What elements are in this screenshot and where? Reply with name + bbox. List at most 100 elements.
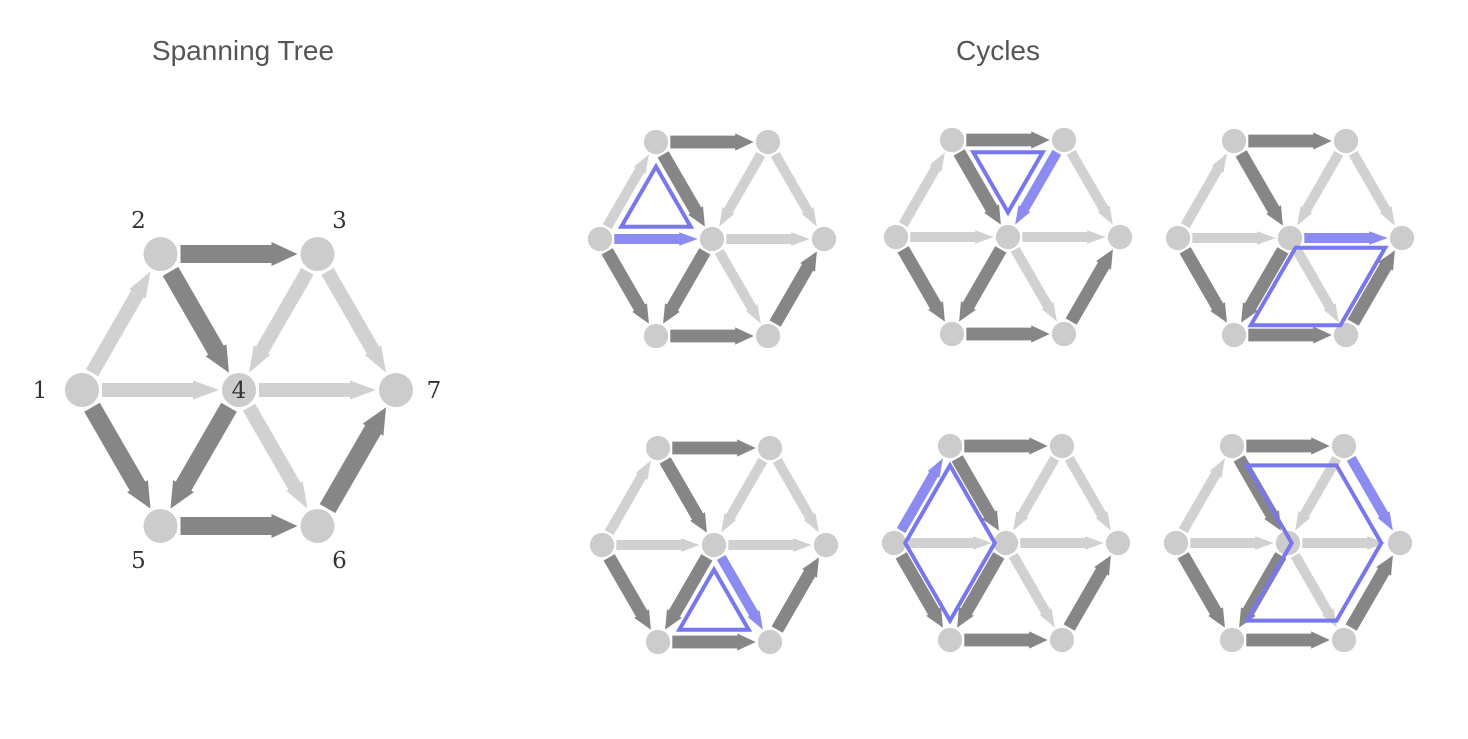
graph-node [1221, 322, 1247, 348]
tree-edge-arrow [959, 246, 1007, 322]
non-tree-edge-arrow [719, 151, 766, 227]
graph-node [143, 237, 178, 272]
chord-edge-arrow [614, 232, 698, 246]
tree-edge-arrow [966, 131, 1050, 149]
non-tree-edge-arrow [1295, 455, 1342, 531]
node-label: 4 [232, 378, 247, 404]
tree-edge-arrow [657, 151, 705, 227]
tree-edge-arrow [603, 554, 651, 630]
node-label: 2 [131, 208, 146, 234]
cycle-panels [587, 127, 1415, 655]
graph-node [699, 226, 725, 252]
non-tree-edge-arrow [1348, 150, 1395, 226]
graph-node [813, 532, 839, 558]
non-tree-edge-arrow [1190, 536, 1274, 550]
graph-node [811, 226, 837, 252]
tree-edge-arrow [957, 552, 1005, 628]
non-tree-edge-arrow [1178, 458, 1225, 534]
cycle-panel-3 [1165, 128, 1415, 348]
non-tree-edge-arrow [721, 457, 768, 533]
non-tree-edge-arrow [908, 536, 992, 550]
tree-edge-arrow [1177, 552, 1225, 628]
tree-edge-arrow [1248, 132, 1332, 150]
non-tree-edge-arrow [1192, 231, 1276, 245]
tree-edge-arrow [1246, 437, 1330, 455]
graph-node [1051, 321, 1077, 347]
node-label: 6 [332, 548, 347, 574]
tree-edge-arrow [1063, 555, 1111, 631]
tree-edge-arrow [1248, 326, 1332, 344]
non-tree-edge-arrow [85, 271, 151, 377]
non-tree-edge-arrow [1008, 552, 1055, 628]
tree-edge-arrow [771, 557, 819, 633]
cycle-outline [617, 162, 695, 229]
non-tree-edge-arrow [1064, 455, 1111, 531]
node-label: 1 [33, 378, 48, 404]
non-tree-edge-arrow [1302, 536, 1386, 550]
non-tree-edge-arrow [770, 151, 817, 227]
graph-node [65, 373, 99, 407]
spanning-tree-title: Spanning Tree [152, 35, 334, 66]
graph-node [300, 237, 335, 272]
graph-node [1221, 128, 1247, 154]
tree-edge-arrow [964, 437, 1048, 455]
cycle-outline [902, 461, 998, 625]
graph-node [143, 508, 178, 543]
tree-edge-arrow [1345, 555, 1393, 631]
tree-edge-arrow [951, 455, 999, 531]
graph-node [222, 373, 256, 407]
cycle-panel-4 [589, 435, 839, 655]
graph-node [993, 530, 1019, 556]
non-tree-edge-arrow [259, 380, 376, 400]
cycles-title: Cycles [956, 35, 1040, 66]
non-tree-edge-arrow [1020, 536, 1104, 550]
graph-node [300, 508, 335, 543]
graph-node [881, 530, 907, 556]
cycle-panel-5 [881, 433, 1131, 653]
graph-node [937, 433, 963, 459]
non-tree-edge-arrow [1292, 247, 1339, 323]
tree-edge-arrow [659, 457, 707, 533]
graph-node [645, 435, 671, 461]
tree-edge-arrow [1235, 150, 1283, 226]
spanning-tree-graph: 1 2 3 4 5 6 7 [33, 208, 442, 574]
graph-node [1277, 225, 1303, 251]
graph-node [643, 323, 669, 349]
graph-node [589, 532, 615, 558]
non-tree-edge-arrow [242, 403, 308, 509]
graph-node [1333, 128, 1359, 154]
graph-node [1107, 224, 1133, 250]
graph-node [1387, 530, 1413, 556]
non-tree-edge-arrow [1022, 230, 1106, 244]
non-tree-edge-arrow [321, 267, 386, 373]
tree-edge-arrow [1233, 455, 1281, 531]
tree-edge-arrow [1246, 631, 1330, 649]
graph-node [1331, 433, 1357, 459]
graph-node [1333, 322, 1359, 348]
tree-edge-arrow [769, 251, 817, 327]
cycle-outline [969, 150, 1047, 217]
graph-node [645, 629, 671, 655]
graph-node [643, 129, 669, 155]
node-label: 7 [427, 378, 442, 404]
cycle-outline [1243, 463, 1384, 623]
graph-node [1389, 225, 1415, 251]
graph-node [939, 127, 965, 153]
non-tree-edge-arrow [1010, 246, 1057, 322]
chord-edge-arrow [1346, 455, 1393, 531]
non-tree-edge-arrow [616, 538, 700, 552]
non-tree-edge-arrow [1066, 149, 1113, 225]
non-tree-edge-arrow [898, 152, 945, 228]
graph-node [701, 532, 727, 558]
node-label: 3 [332, 208, 347, 234]
chord-edge-arrow [896, 458, 943, 534]
non-tree-edge-arrow [726, 232, 810, 246]
graph-node [757, 435, 783, 461]
graph-node [1049, 433, 1075, 459]
node-label: 5 [131, 548, 146, 574]
non-tree-edge-arrow [1013, 455, 1060, 531]
chord-edge-arrow [1304, 231, 1388, 245]
non-tree-edge-arrow [1180, 153, 1227, 229]
graph-node [379, 373, 413, 407]
tree-edge-arrow [672, 439, 756, 457]
